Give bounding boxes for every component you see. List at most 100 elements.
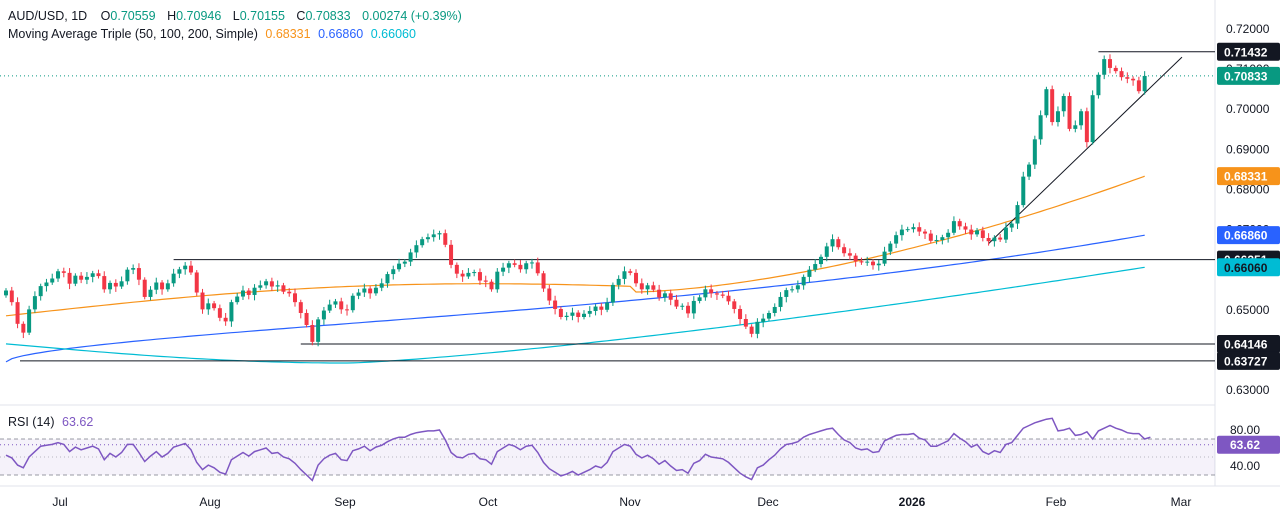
- candle-body: [281, 285, 286, 292]
- candle-body: [529, 262, 534, 264]
- ma100-value: 0.66860: [318, 27, 364, 41]
- candle-body: [657, 289, 662, 298]
- candle-body: [686, 305, 691, 314]
- candle-body: [316, 319, 321, 342]
- candle-body: [142, 279, 147, 297]
- candle-body: [339, 301, 344, 310]
- low-label: L: [232, 9, 240, 23]
- candle-body: [610, 284, 615, 303]
- candle-body: [668, 293, 673, 300]
- candle-body: [535, 262, 540, 274]
- candle-body: [795, 285, 800, 290]
- candle-body: [998, 237, 1003, 240]
- candle-body: [1021, 176, 1026, 206]
- candle-body: [212, 303, 217, 309]
- candle-body: [165, 283, 170, 290]
- ma200-value: 0.66060: [370, 27, 416, 41]
- candle-body: [350, 295, 355, 311]
- candle-body: [1044, 89, 1049, 116]
- ma50-line: [5, 175, 1145, 317]
- low-value: 0.70155: [239, 9, 285, 23]
- candle-body: [200, 292, 205, 310]
- candle-body: [726, 295, 731, 302]
- candle-body: [443, 233, 448, 245]
- candle-body: [454, 264, 459, 274]
- x-tick-label: Feb: [1046, 495, 1067, 509]
- candle-body: [131, 268, 136, 270]
- candle-body: [899, 229, 904, 236]
- candle-body: [223, 317, 228, 322]
- candle-body: [119, 281, 124, 287]
- candle-body: [923, 231, 928, 234]
- rsi-title[interactable]: RSI (14): [8, 415, 55, 429]
- ma-legend: Moving Average Triple (50, 100, 200, Sim…: [8, 27, 420, 41]
- candle-body: [605, 302, 610, 310]
- candle-body: [1125, 77, 1130, 79]
- candle-body: [951, 221, 956, 233]
- candle-body: [963, 226, 968, 230]
- x-tick-label: Aug: [199, 495, 220, 509]
- candle-body: [553, 300, 558, 309]
- candle-body: [986, 237, 991, 242]
- candle-body: [639, 283, 644, 290]
- candle-body: [1131, 78, 1136, 81]
- candle-body: [813, 264, 818, 270]
- symbol-title[interactable]: AUD/USD, 1D: [8, 9, 88, 23]
- candle-body: [240, 290, 245, 297]
- candle-body: [564, 315, 569, 317]
- price-badge: [1217, 351, 1280, 370]
- candle-body: [755, 321, 760, 334]
- price-badge-label: 0.66060: [1224, 261, 1268, 275]
- time-axis: Jul Aug Sep Oct Nov Dec 2026 Feb Mar: [0, 485, 1280, 509]
- candle-body: [847, 253, 852, 256]
- candle-body: [385, 274, 390, 284]
- candle-body: [680, 305, 685, 307]
- price-badge-label: 0.70833: [1224, 69, 1268, 83]
- ma-title[interactable]: Moving Average Triple (50, 100, 200, Sim…: [8, 27, 258, 41]
- rsi-pane: 80.00 40.00 63.62: [0, 417, 1280, 482]
- x-tick-label: Mar: [1171, 495, 1192, 509]
- candle-body: [1136, 80, 1141, 92]
- candle-body: [298, 302, 303, 313]
- candle-body: [177, 269, 182, 274]
- candle-body: [466, 272, 471, 277]
- rsi-value: 63.62: [62, 415, 94, 429]
- candle-body: [911, 227, 916, 230]
- candle-body: [108, 282, 113, 290]
- y-tick-label: 0.63000: [1226, 383, 1270, 397]
- candle-body: [408, 252, 413, 262]
- candle-body: [1102, 59, 1107, 75]
- candle-body: [252, 287, 257, 295]
- candle-body: [310, 325, 315, 342]
- candle-body: [32, 296, 37, 310]
- candle-body: [102, 276, 107, 290]
- candle-body: [397, 263, 402, 270]
- candle-body: [714, 293, 719, 295]
- candle-body: [969, 229, 974, 235]
- candle-body: [593, 306, 598, 311]
- candle-body: [1073, 125, 1078, 129]
- price-axis: 0.720000.710000.700000.690000.680000.670…: [1217, 22, 1280, 397]
- candle-body: [541, 273, 546, 289]
- candle-body: [50, 278, 55, 283]
- candle-body: [1090, 95, 1095, 143]
- open-label: O: [100, 9, 111, 23]
- candle-body: [15, 302, 20, 324]
- x-tick-label: Dec: [757, 495, 778, 509]
- candle-body: [1142, 75, 1147, 92]
- candle-body: [1027, 164, 1032, 177]
- candle-body: [194, 272, 199, 293]
- candle-body: [183, 265, 188, 270]
- candle-body: [616, 278, 621, 285]
- y-tick-label: 0.68000: [1226, 182, 1270, 196]
- candle-body: [1032, 139, 1037, 165]
- candle-body: [1119, 71, 1124, 78]
- candle-body: [304, 312, 309, 326]
- candle-body: [235, 296, 240, 303]
- ma100-line: [5, 234, 1145, 363]
- candle-body: [61, 271, 66, 273]
- rsi-line: [5, 417, 1151, 482]
- candle-body: [362, 288, 367, 293]
- candle-body: [368, 288, 373, 294]
